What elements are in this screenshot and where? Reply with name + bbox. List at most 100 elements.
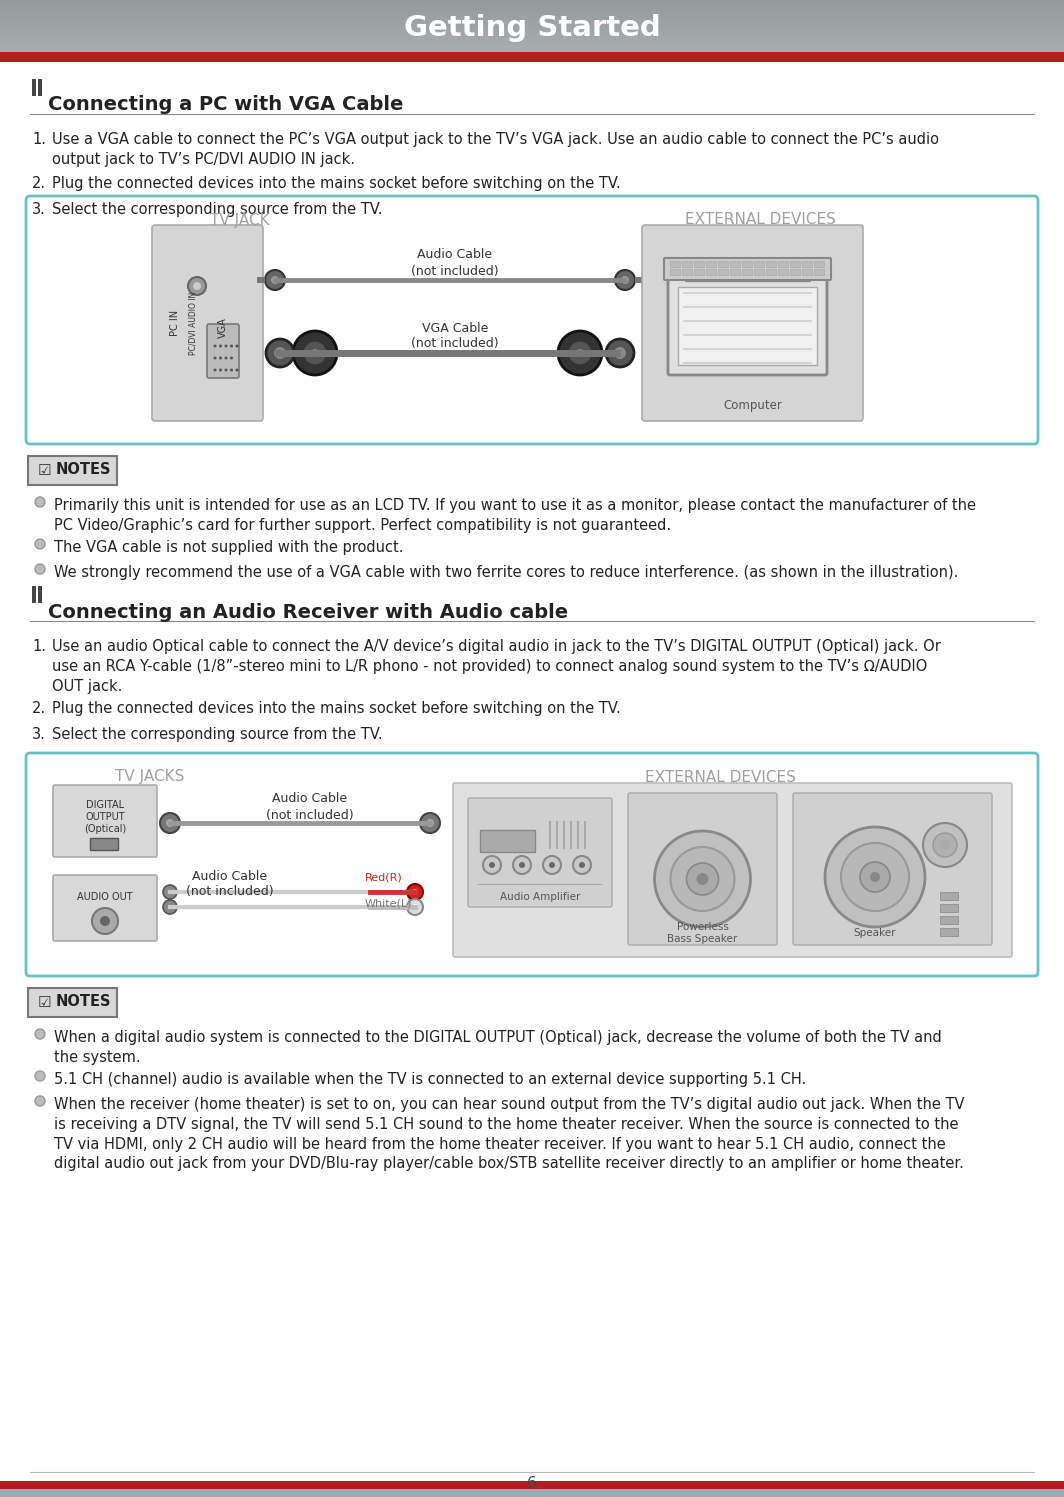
Circle shape — [293, 331, 337, 376]
Circle shape — [35, 539, 45, 549]
Circle shape — [303, 341, 327, 365]
Bar — [754, 260, 764, 266]
Circle shape — [188, 277, 206, 295]
Text: When a digital audio system is connected to the DIGITAL OUTPUT (Optical) jack, d: When a digital audio system is connected… — [54, 1030, 942, 1064]
Text: 2.: 2. — [32, 701, 46, 716]
Text: DIGITAL
OUTPUT
(Optical): DIGITAL OUTPUT (Optical) — [84, 799, 127, 834]
Bar — [706, 269, 716, 275]
Circle shape — [193, 281, 201, 290]
Circle shape — [166, 819, 174, 826]
Bar — [940, 916, 958, 924]
Bar — [32, 79, 36, 96]
Bar — [38, 585, 41, 603]
Circle shape — [860, 862, 890, 892]
Circle shape — [621, 275, 629, 284]
Circle shape — [573, 856, 591, 874]
Circle shape — [670, 847, 734, 912]
Circle shape — [275, 347, 286, 359]
Text: Getting Started: Getting Started — [403, 13, 661, 42]
Circle shape — [311, 349, 319, 356]
Circle shape — [35, 497, 45, 507]
Bar — [789, 269, 800, 275]
Circle shape — [230, 368, 233, 371]
Bar — [754, 269, 764, 275]
Bar — [802, 269, 812, 275]
Text: PC IN: PC IN — [170, 310, 180, 335]
Circle shape — [933, 832, 957, 856]
Circle shape — [219, 368, 222, 371]
Bar — [814, 269, 824, 275]
Bar — [682, 260, 692, 266]
Bar — [940, 904, 958, 912]
Bar — [694, 260, 704, 266]
Circle shape — [100, 916, 110, 927]
Text: EXTERNAL DEVICES: EXTERNAL DEVICES — [645, 769, 796, 784]
Circle shape — [614, 347, 626, 359]
Circle shape — [412, 904, 418, 910]
Bar — [730, 260, 739, 266]
Bar — [685, 272, 810, 281]
Text: ☑: ☑ — [38, 994, 52, 1009]
Circle shape — [219, 356, 222, 359]
Bar — [90, 838, 118, 850]
Text: NOTES: NOTES — [56, 994, 112, 1009]
Text: ☑: ☑ — [38, 463, 52, 478]
Bar — [257, 277, 265, 283]
Bar — [678, 287, 817, 365]
Circle shape — [549, 862, 555, 868]
Circle shape — [408, 885, 423, 900]
FancyBboxPatch shape — [453, 783, 1012, 957]
Bar — [0, 1481, 1064, 1490]
Bar — [814, 260, 824, 266]
FancyBboxPatch shape — [152, 225, 263, 421]
Text: 1.: 1. — [32, 639, 46, 654]
FancyBboxPatch shape — [664, 257, 831, 280]
FancyBboxPatch shape — [207, 323, 239, 379]
Circle shape — [35, 1028, 45, 1039]
FancyBboxPatch shape — [642, 225, 863, 421]
Circle shape — [35, 1096, 45, 1106]
Bar — [670, 260, 680, 266]
Circle shape — [606, 338, 634, 367]
Text: EXTERNAL DEVICES: EXTERNAL DEVICES — [684, 213, 835, 228]
Circle shape — [420, 813, 440, 832]
Circle shape — [615, 269, 635, 290]
Circle shape — [271, 275, 279, 284]
FancyBboxPatch shape — [28, 457, 117, 485]
Text: VGA: VGA — [218, 317, 228, 338]
Text: Plug the connected devices into the mains socket before switching on the TV.: Plug the connected devices into the main… — [52, 177, 620, 192]
FancyBboxPatch shape — [793, 793, 992, 945]
Bar — [38, 79, 41, 96]
Circle shape — [92, 909, 118, 934]
Circle shape — [214, 344, 216, 347]
Text: AUDIO OUT: AUDIO OUT — [78, 892, 133, 903]
Bar — [32, 585, 36, 603]
FancyBboxPatch shape — [26, 196, 1038, 445]
Bar — [706, 260, 716, 266]
Circle shape — [214, 368, 216, 371]
FancyBboxPatch shape — [26, 753, 1038, 976]
Text: We strongly recommend the use of a VGA cable with two ferrite cores to reduce in: We strongly recommend the use of a VGA c… — [54, 564, 959, 579]
Circle shape — [558, 331, 602, 376]
Text: Connecting an Audio Receiver with Audio cable: Connecting an Audio Receiver with Audio … — [48, 602, 568, 621]
Bar — [802, 260, 812, 266]
Bar — [766, 260, 776, 266]
Circle shape — [225, 344, 228, 347]
Circle shape — [235, 368, 238, 371]
Bar — [635, 277, 643, 283]
Text: Audio Cable
(not included): Audio Cable (not included) — [186, 870, 273, 898]
Text: Audio Amplifier: Audio Amplifier — [500, 892, 580, 903]
Bar — [778, 269, 788, 275]
Bar — [766, 269, 776, 275]
Circle shape — [576, 349, 584, 356]
Text: Red(R): Red(R) — [365, 871, 403, 882]
Text: Select the corresponding source from the TV.: Select the corresponding source from the… — [52, 202, 383, 217]
Text: Speaker: Speaker — [853, 928, 896, 939]
Text: 6: 6 — [527, 1476, 537, 1491]
Circle shape — [568, 341, 592, 365]
Circle shape — [225, 356, 228, 359]
Text: When the receiver (home theater) is set to on, you can hear sound output from th: When the receiver (home theater) is set … — [54, 1097, 964, 1171]
Circle shape — [483, 856, 501, 874]
Circle shape — [412, 889, 418, 895]
Circle shape — [35, 1070, 45, 1081]
